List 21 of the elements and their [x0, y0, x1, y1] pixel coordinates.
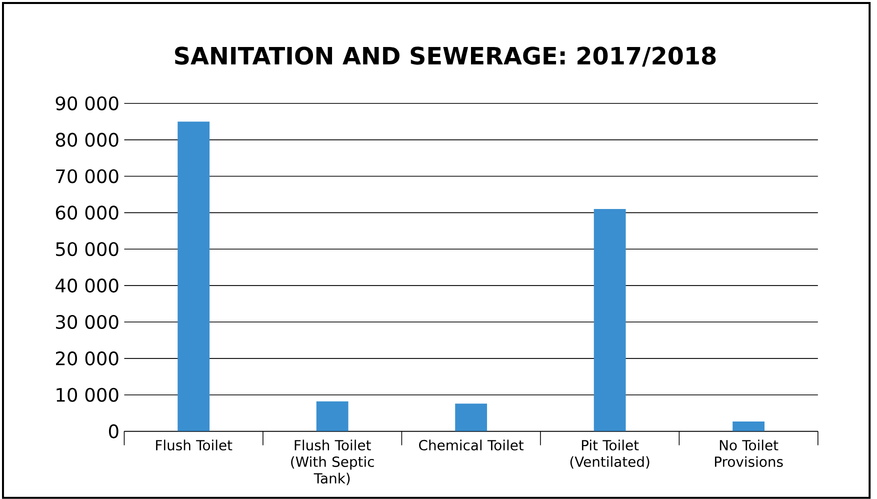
x-tick-label: No Toilet Provisions	[714, 440, 783, 468]
y-tick-label: 30 000	[56, 315, 118, 330]
x-tick-label: Pit Toilet (Ventilated)	[570, 440, 650, 469]
y-tick-label: 0	[108, 424, 118, 438]
y-tick-label: 80 000	[56, 132, 118, 147]
bar	[316, 401, 348, 432]
y-tick-label: 10 000	[56, 388, 118, 402]
x-tick-label: Flush Toilet	[156, 440, 232, 450]
y-tick-label: 40 000	[56, 278, 118, 293]
y-tick-label: 70 000	[56, 169, 118, 184]
bar	[594, 209, 626, 432]
bar	[178, 122, 210, 432]
bar	[732, 422, 765, 432]
y-tick-label: 50 000	[56, 242, 118, 256]
chart-title: SANITATION AND SEWERAGE: 2017/2018	[175, 46, 716, 67]
bar	[455, 404, 488, 432]
y-tick-label: 60 000	[56, 206, 118, 220]
y-tick-label: 20 000	[56, 351, 118, 366]
x-tick-label: Flush Toilet (With Septic Tank)	[291, 440, 374, 486]
y-tick-label: 90 000	[56, 96, 118, 110]
x-tick-label: Chemical Toilet	[419, 440, 524, 450]
